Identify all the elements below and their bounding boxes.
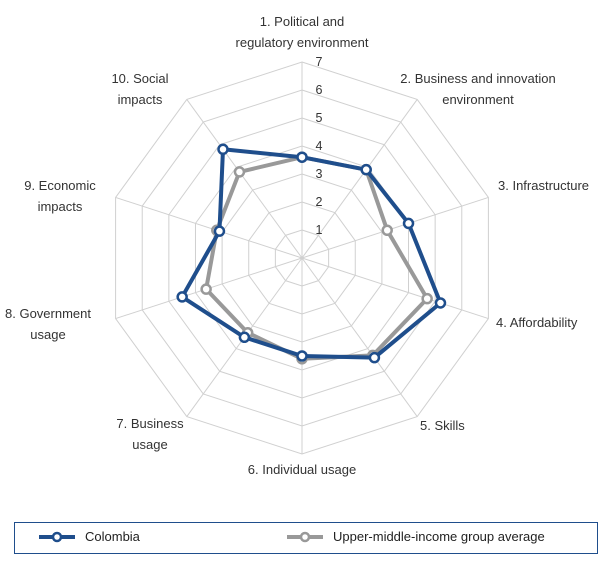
- axis-label-1: 1. Political and regulatory environment: [236, 14, 369, 50]
- tick-label-4: 4: [316, 139, 323, 153]
- tick-label-2: 2: [316, 195, 323, 209]
- tick-label-3: 3: [316, 167, 323, 181]
- axis-label-2: 2. Business and innovation environment: [400, 71, 555, 107]
- tick-label-6: 6: [316, 83, 323, 97]
- point-colombia-10: [217, 143, 229, 156]
- spoke-9: [115, 196, 303, 259]
- axis-label-7: 7. Business usage: [116, 416, 184, 452]
- axis-label-8: 8. Government usage: [5, 306, 91, 342]
- axis-label-4: 4. Affordability: [496, 315, 578, 330]
- tick-label-1: 1: [316, 223, 323, 237]
- spoke-5: [301, 257, 418, 417]
- point-colombia-8: [176, 291, 188, 303]
- axis-labels: 1. Political and regulatory environment 2.…: [5, 14, 589, 477]
- tick-label-7: 7: [316, 55, 323, 69]
- legend-marker-umi-average: [287, 531, 323, 542]
- point-colombia-9: [213, 225, 226, 237]
- point-colombia-2: [360, 163, 372, 176]
- point-colombia-6: [296, 350, 308, 362]
- point-umi-average-3: [381, 224, 393, 237]
- legend: Colombia Upper-middle-income group avera…: [14, 522, 598, 554]
- legend-item-colombia: Colombia: [37, 529, 140, 544]
- radial-tick-labels: 1 2 3 4 5 6 7: [316, 55, 323, 237]
- legend-marker-colombia: [39, 531, 75, 542]
- series-line-umi-average: [204, 155, 430, 361]
- point-colombia-7: [238, 331, 251, 344]
- spoke-10: [186, 99, 303, 259]
- spoke-3: [301, 196, 489, 259]
- axis-label-9: 9. Economic impacts: [24, 178, 96, 214]
- radar-chart: 1 2 3 4 5 6 7 1. Political and regulatory envir…: [5, 14, 589, 477]
- point-colombia-3: [402, 217, 415, 230]
- point-colombia-4: [434, 297, 447, 309]
- legend-label-umi-average: Upper-middle-income group average: [333, 529, 545, 544]
- axis-label-3: 3. Infrastructure: [498, 178, 589, 193]
- axis-label-10: 10. Social impacts: [111, 71, 168, 107]
- point-umi-average-8: [200, 283, 212, 295]
- axis-label-6: 6. Individual usage: [248, 462, 356, 477]
- point-colombia-5: [368, 351, 381, 364]
- spoke-2: [301, 99, 418, 259]
- point-colombia-1: [296, 151, 308, 163]
- legend-item-umi-average: Upper-middle-income group average: [285, 529, 545, 544]
- point-umi-average-4: [421, 292, 433, 305]
- tick-label-5: 5: [316, 111, 323, 125]
- series-colombia: [176, 143, 447, 364]
- axis-label-5: 5. Skills: [420, 418, 465, 433]
- radar-series: [176, 143, 447, 365]
- legend-label-colombia: Colombia: [85, 529, 140, 544]
- spoke-4: [301, 257, 489, 320]
- point-umi-average-10: [233, 166, 246, 178]
